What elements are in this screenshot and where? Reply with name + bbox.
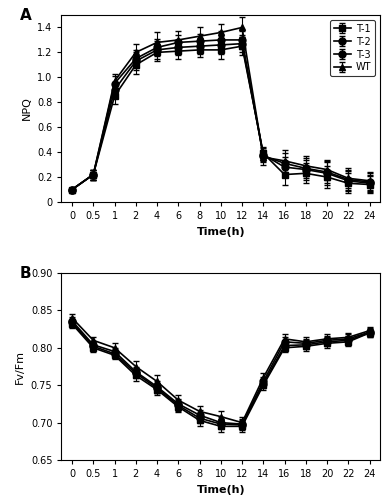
Legend: T-1, T-2, T-3, WT: T-1, T-2, T-3, WT xyxy=(329,20,375,76)
Text: A: A xyxy=(20,8,32,22)
X-axis label: Time(h): Time(h) xyxy=(197,484,245,494)
Y-axis label: NPQ: NPQ xyxy=(22,96,31,120)
Y-axis label: Fv/Fm: Fv/Fm xyxy=(15,350,25,384)
Text: B: B xyxy=(20,266,31,280)
X-axis label: Time(h): Time(h) xyxy=(197,226,245,236)
